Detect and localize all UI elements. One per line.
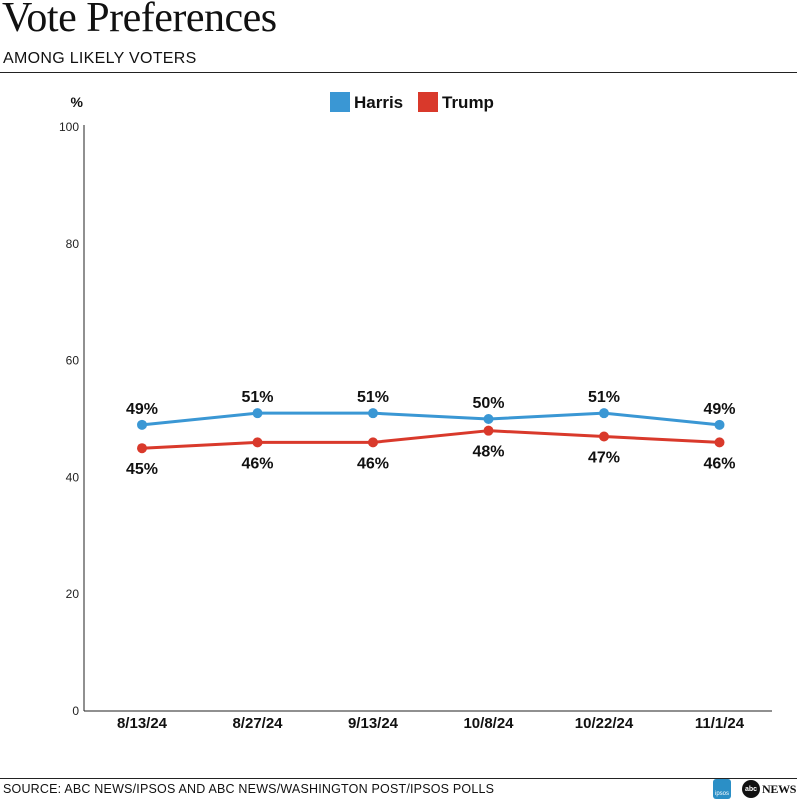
- y-axis-unit: %: [71, 94, 84, 110]
- x-tick-label: 10/8/24: [463, 715, 514, 732]
- data-point: [368, 437, 378, 448]
- data-point: [252, 437, 263, 448]
- abc-logo-mark: abc: [742, 780, 760, 798]
- data-label: 45%: [126, 461, 158, 478]
- data-point: [137, 419, 147, 430]
- legend-label: Trump: [442, 93, 494, 112]
- data-label: 51%: [241, 389, 273, 406]
- y-tick-label: 80: [66, 237, 80, 251]
- data-label: 49%: [126, 401, 158, 418]
- data-label: 48%: [472, 444, 504, 461]
- y-tick-label: 60: [66, 354, 80, 368]
- x-tick-label: 10/22/24: [575, 715, 634, 732]
- data-label: 50%: [472, 395, 504, 412]
- data-point: [483, 414, 494, 424]
- legend-swatch: [418, 92, 438, 112]
- data-label: 49%: [703, 401, 735, 418]
- data-label: 47%: [588, 450, 620, 467]
- x-tick-label: 11/1/24: [695, 715, 745, 732]
- abc-news-logo: abc NEWS: [742, 780, 796, 798]
- data-point: [137, 443, 147, 454]
- data-point: [252, 408, 263, 419]
- data-label: 46%: [703, 455, 735, 472]
- chart-title: Vote Preferences: [2, 0, 277, 41]
- data-point: [483, 425, 494, 436]
- data-point: [714, 419, 725, 430]
- y-tick-label: 20: [66, 587, 80, 601]
- chart-subtitle: AMONG LIKELY VOTERS: [3, 50, 197, 67]
- footer-divider: [0, 778, 797, 779]
- series-line: [141, 429, 720, 450]
- x-tick-label: 9/13/24: [348, 715, 399, 732]
- y-tick-label: 0: [72, 704, 79, 718]
- series-line: [141, 411, 720, 427]
- data-label: 46%: [357, 455, 389, 472]
- ipsos-logo: ipsos: [713, 779, 731, 799]
- data-point: [599, 431, 609, 442]
- abc-logo-word: NEWS: [762, 781, 797, 796]
- data-point: [714, 437, 725, 448]
- data-label: 46%: [241, 455, 273, 472]
- legend-swatch: [330, 92, 350, 112]
- x-tick-label: 8/27/24: [232, 715, 283, 732]
- data-point: [368, 408, 378, 419]
- y-tick-label: 40: [66, 470, 80, 484]
- line-chart: 0 20 40 60 80 100% 8/13/24 8/27/24 9/13/24 10/8/2…: [59, 92, 772, 732]
- data-label: 51%: [357, 389, 389, 406]
- legend-label: Harris: [354, 93, 403, 112]
- source-note: SOURCE: ABC NEWS/IPSOS AND ABC NEWS/WASH…: [3, 782, 495, 796]
- x-tick-label: 8/13/24: [117, 715, 168, 732]
- y-tick-label: 100: [59, 120, 79, 134]
- data-point: [599, 408, 609, 419]
- header-divider: [0, 72, 797, 73]
- ipsos-logo-text: ipsos: [714, 791, 729, 797]
- data-label: 51%: [588, 389, 620, 406]
